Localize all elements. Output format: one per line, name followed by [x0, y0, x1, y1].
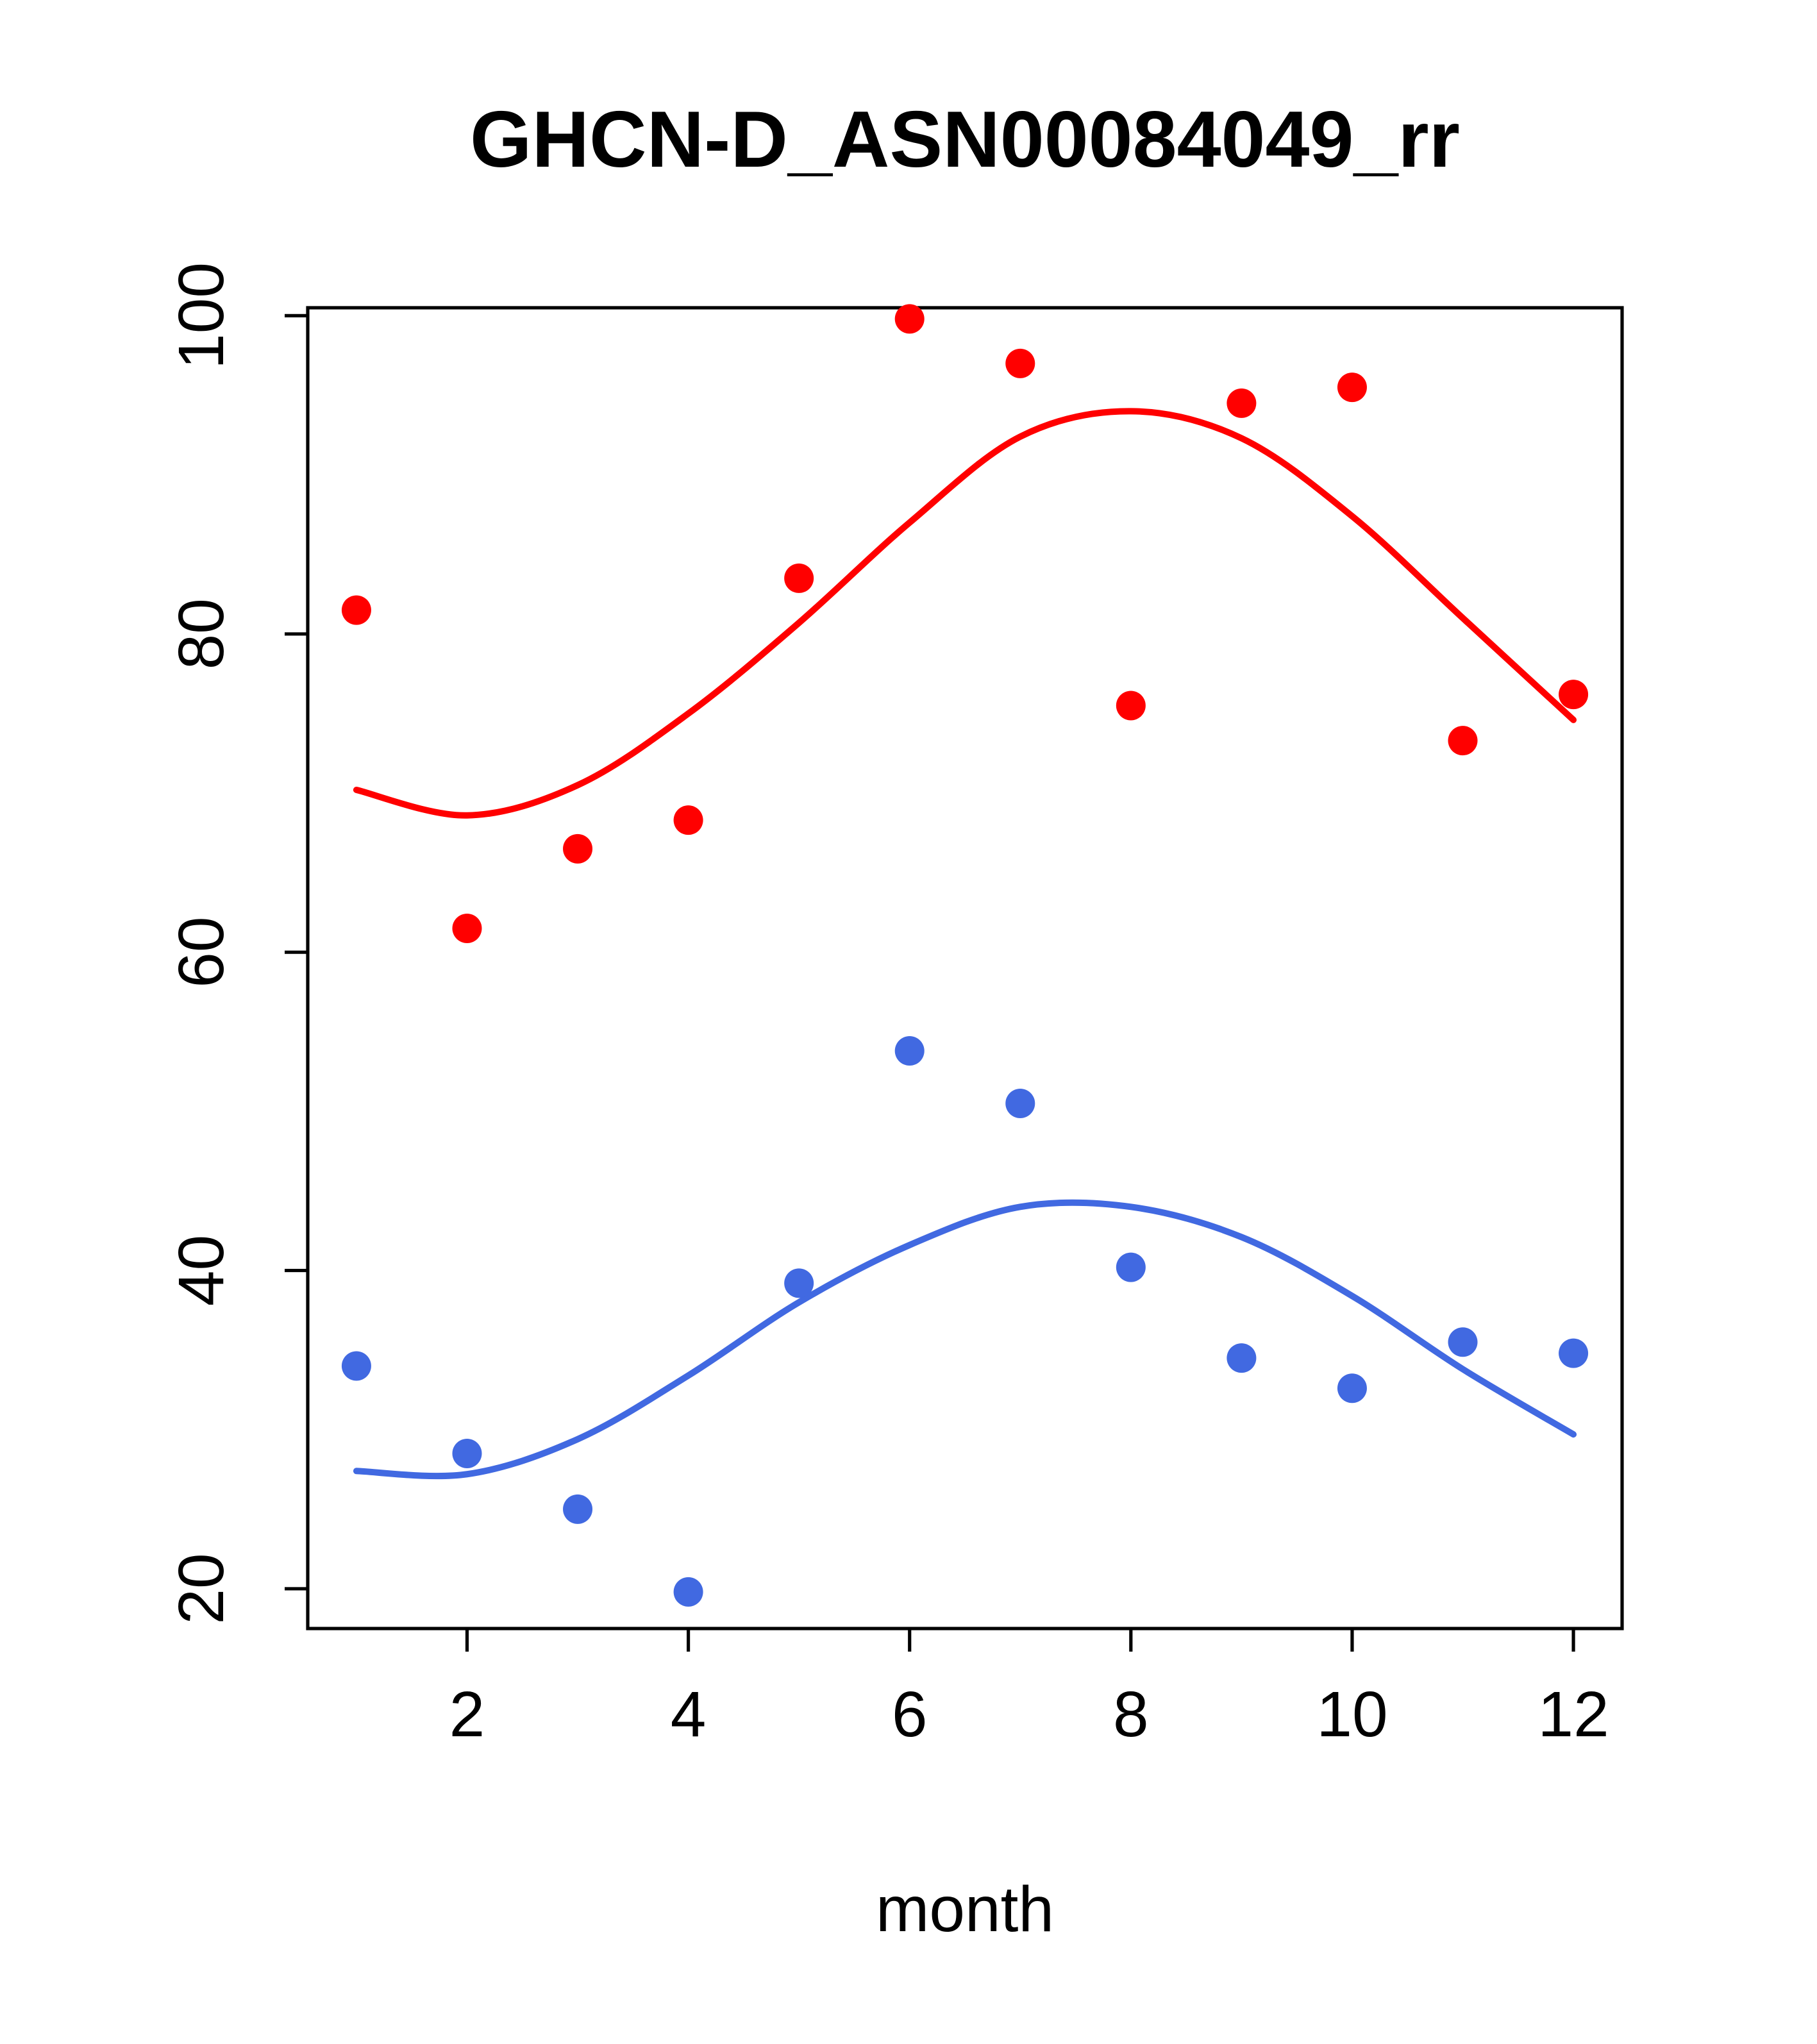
y-tick-label: 80 — [165, 598, 237, 669]
blue-points-marker — [894, 1036, 925, 1066]
x-tick-label: 6 — [892, 1679, 928, 1750]
blue-points-marker — [784, 1268, 814, 1298]
x-axis-label: month — [876, 1873, 1054, 1945]
y-tick-label: 40 — [165, 1235, 237, 1306]
x-tick-label: 8 — [1113, 1679, 1149, 1750]
red-points-marker — [1559, 680, 1589, 710]
blue-points-marker — [1337, 1373, 1367, 1403]
x-tick-label: 2 — [449, 1679, 485, 1750]
blue-points-marker — [1005, 1088, 1035, 1118]
red-points-marker — [784, 563, 814, 593]
x-tick-label: 12 — [1537, 1679, 1609, 1750]
blue-points-marker — [1227, 1343, 1257, 1373]
red-points-marker — [563, 834, 593, 864]
red-points-marker — [1448, 726, 1478, 756]
blue-points-marker — [1448, 1327, 1478, 1357]
plot-frame — [306, 306, 1624, 1630]
red-points-marker — [1337, 373, 1367, 403]
blue-points-marker — [1559, 1338, 1589, 1368]
x-tick-label: 4 — [671, 1679, 707, 1750]
y-tick-label: 100 — [165, 262, 237, 369]
blue-points-marker — [1116, 1252, 1146, 1282]
red-points-marker — [1116, 691, 1146, 721]
blue-points-marker — [563, 1494, 593, 1524]
y-tick-label: 20 — [165, 1553, 237, 1624]
red-points-marker — [673, 805, 703, 835]
red-points-marker — [452, 913, 482, 943]
red-points-marker — [341, 595, 371, 625]
blue-points-marker — [673, 1577, 703, 1607]
blue-smooth-line — [353, 1199, 1577, 1480]
red-points-marker — [1005, 348, 1035, 378]
red-points-marker — [1227, 388, 1257, 418]
red-points-marker — [894, 304, 925, 334]
blue-points-marker — [341, 1351, 371, 1381]
red-smooth-line — [353, 408, 1577, 819]
chart-title: GHCN-D_ASN00084049_rr — [470, 96, 1460, 185]
x-tick-label: 10 — [1316, 1679, 1387, 1750]
blue-points-marker — [452, 1438, 482, 1468]
y-tick-label: 60 — [165, 917, 237, 988]
